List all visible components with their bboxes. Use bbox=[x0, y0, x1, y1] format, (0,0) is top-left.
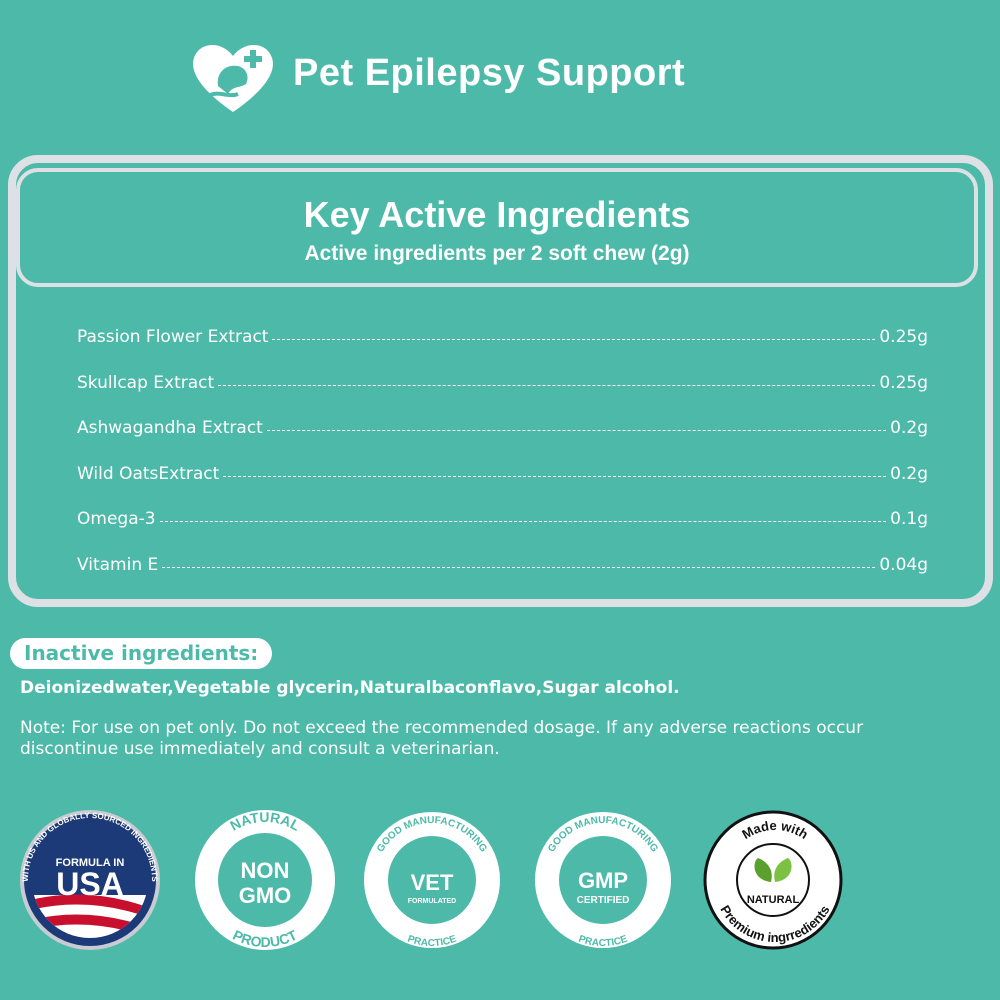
dashed-leader bbox=[266, 430, 887, 431]
dashed-leader bbox=[272, 339, 876, 340]
badge-natural: Made with Premium ingrredients NATURAL bbox=[703, 810, 843, 950]
badge-text: USA bbox=[56, 866, 124, 902]
svg-text:PRACTICE: PRACTICE bbox=[577, 934, 629, 950]
ingredient-amount: 0.1g bbox=[890, 509, 928, 529]
dashed-leader bbox=[162, 566, 876, 568]
dashed-leader bbox=[223, 475, 887, 477]
panel-frame bbox=[8, 155, 993, 607]
ingredient-row: Wild OatsExtract 0.2g bbox=[77, 462, 928, 484]
badge-ring-text: PRACTICE bbox=[406, 934, 458, 950]
badge-text: FORMULA IN bbox=[56, 857, 125, 869]
note: Note: For use on pet only. Do not exceed… bbox=[20, 718, 864, 759]
ingredient-row: Omega-3 0.1g bbox=[77, 507, 928, 529]
ingredient-name: Omega-3 bbox=[77, 509, 156, 529]
ingredient-amount: 0.2g bbox=[890, 463, 928, 484]
ingredient-amount: 0.04g bbox=[879, 554, 928, 575]
panel-subtitle: Active ingredients per 2 soft chew (2g) bbox=[304, 242, 690, 265]
ingredient-row: Passion Flower Extract 0.25g bbox=[77, 325, 928, 347]
badge-text: NATURAL bbox=[747, 894, 800, 906]
inactive-text: Deionizedwater,Vegetable glycerin,Natura… bbox=[20, 678, 680, 698]
ingredient-name: Vitamin E bbox=[77, 554, 159, 575]
badge-text: NON bbox=[241, 858, 290, 883]
badge-text: GMO bbox=[239, 883, 292, 908]
ingredient-amount: 0.2g bbox=[890, 418, 928, 438]
badge-text: FORMULATED bbox=[408, 898, 456, 905]
logo-icon bbox=[193, 44, 273, 112]
panel-header: Key Active Ingredients Active ingredient… bbox=[16, 168, 978, 287]
badge-non-gmo: NATURAL PRODUCT NON GMO bbox=[195, 809, 335, 950]
svg-text:PRACTICE: PRACTICE bbox=[406, 934, 458, 950]
ingredient-name: Ashwagandha Extract bbox=[77, 418, 263, 438]
badge-gmp: GOOD MANUFACTURING PRACTICE GMP CERTIFIE… bbox=[535, 812, 671, 949]
ingredient-row: Vitamin E 0.04g bbox=[77, 553, 928, 575]
badges: WITH US AND GLOBALLY SOURCED INGREDIENTS… bbox=[20, 809, 843, 950]
badge-text: CERTIFIED bbox=[577, 895, 630, 906]
ingredient-row: Ashwagandha Extract 0.2g bbox=[77, 416, 928, 438]
ingredient-name: Passion Flower Extract bbox=[77, 327, 269, 347]
ingredient-name: Skullcap Extract bbox=[77, 372, 215, 393]
inactive-label: Inactive ingredients: bbox=[10, 638, 273, 669]
badge-usa: WITH US AND GLOBALLY SOURCED INGREDIENTS… bbox=[20, 810, 160, 950]
badge-vet: GOOD MANUFACTURING PRACTICE VET FORMULAT… bbox=[364, 812, 500, 949]
ingredient-name: Wild OatsExtract bbox=[77, 463, 220, 484]
page-title: Pet Epilepsy Support bbox=[293, 52, 686, 94]
badge-ring-text: PRACTICE bbox=[577, 934, 629, 950]
badge-text: VET bbox=[411, 870, 454, 895]
dashed-leader bbox=[159, 521, 887, 522]
badge-text: GMP bbox=[578, 868, 628, 893]
svg-text:PRODUCT: PRODUCT bbox=[231, 926, 300, 950]
ingredient-amount: 0.25g bbox=[879, 372, 928, 393]
ingredient-row: Skullcap Extract 0.25g bbox=[77, 371, 928, 393]
panel-title: Key Active Ingredients bbox=[303, 194, 691, 235]
ingredient-amount: 0.25g bbox=[879, 327, 928, 347]
badge-ring-text: PRODUCT bbox=[231, 926, 300, 950]
dashed-leader bbox=[218, 384, 876, 386]
